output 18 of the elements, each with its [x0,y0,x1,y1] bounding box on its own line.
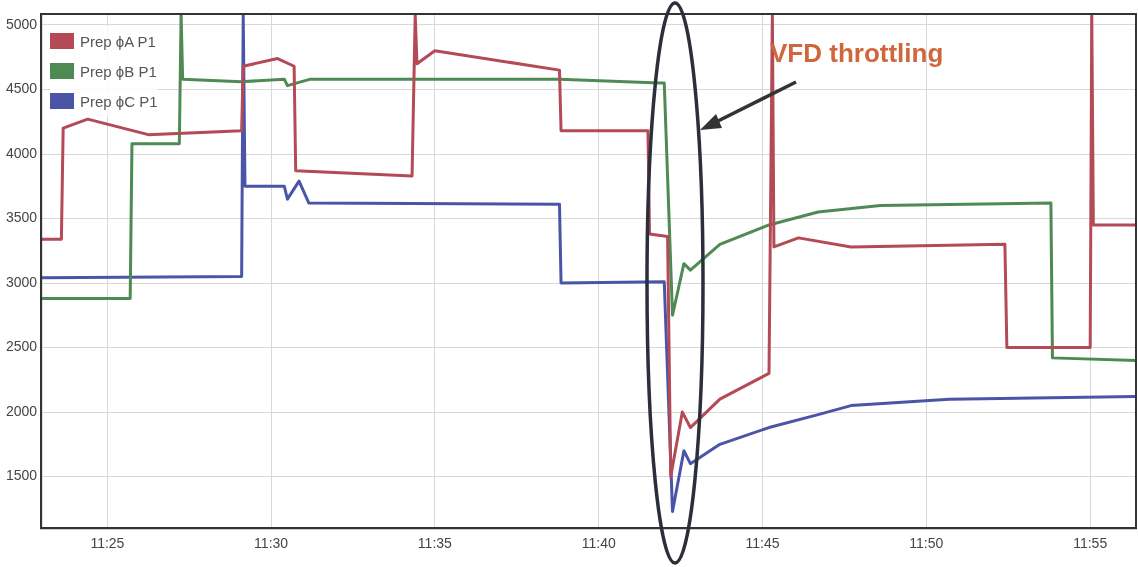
x-tick-label: 11:45 [745,535,780,552]
y-tick-label: 3000 [5,273,38,290]
y-tick-label: 3500 [5,209,38,226]
x-tick-label: 11:35 [417,535,453,552]
y-tick-label: 4000 [5,144,38,161]
x-tick-label: 11:25 [90,535,125,552]
y-tick-label: 2500 [5,338,38,355]
y-tick-label: 1500 [5,467,38,484]
legend-label: Prep ϕB P1 [80,62,157,80]
y-tick-label: 2000 [5,402,38,419]
y-tick-label: 4500 [5,80,38,97]
y-tick-label: 5000 [5,15,38,32]
x-tick-label: 11:30 [254,535,289,552]
legend-label: Prep ϕC P1 [80,92,158,110]
x-tick-label: 11:55 [1073,535,1108,552]
x-tick-label: 11:40 [581,535,616,552]
x-tick-label: 11:50 [909,535,944,552]
legend-label: Prep ϕA P1 [80,32,156,50]
